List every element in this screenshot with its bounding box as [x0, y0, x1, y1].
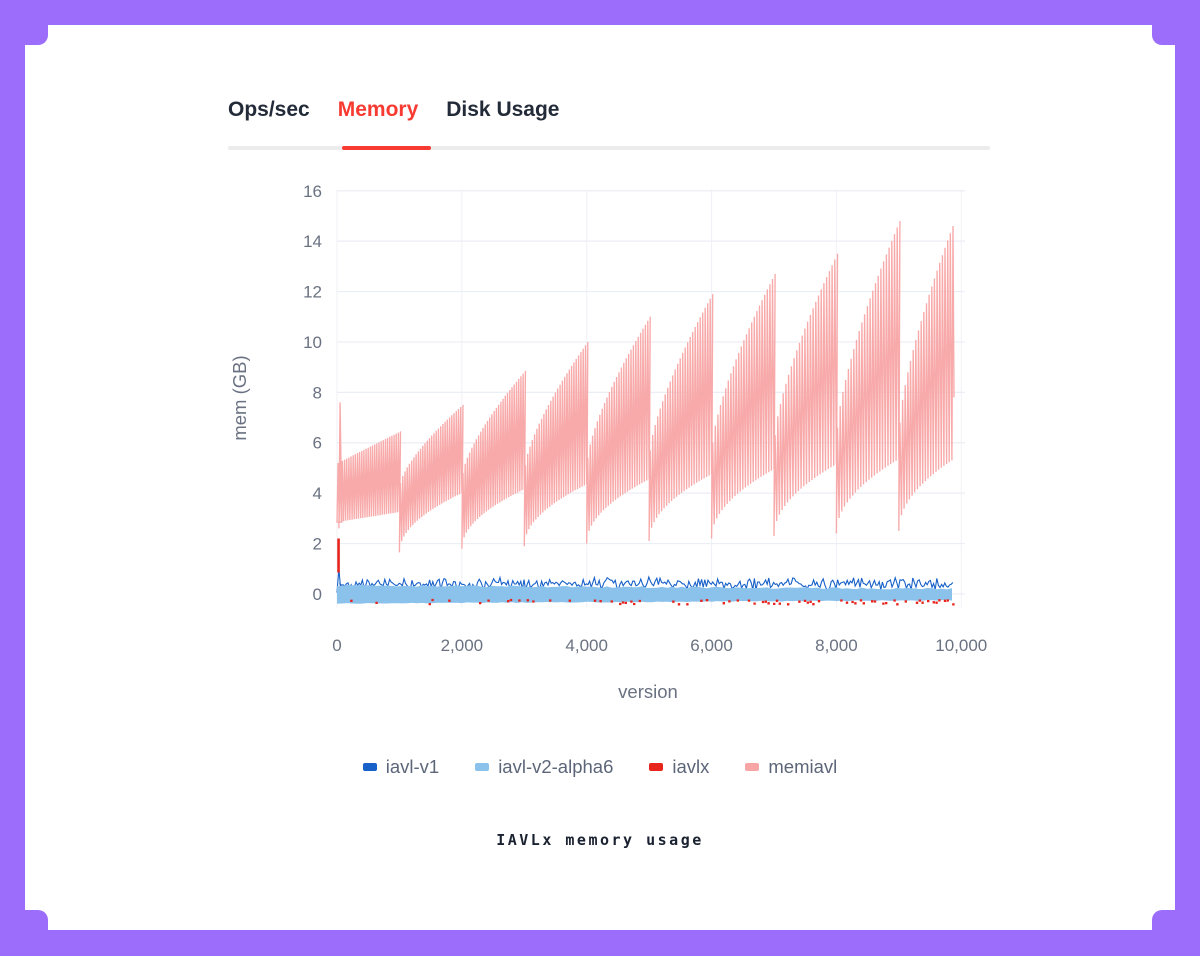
- svg-text:2,000: 2,000: [441, 636, 484, 655]
- svg-text:0: 0: [313, 585, 322, 604]
- corner-notch-top-right: [1152, 25, 1175, 45]
- svg-text:mem (GB): mem (GB): [229, 355, 250, 440]
- chart-caption: IAVLx memory usage: [496, 831, 704, 849]
- legend-label: iavl-v1: [385, 756, 440, 777]
- legend-item-memiavl[interactable]: memiavl: [745, 756, 837, 778]
- svg-text:version: version: [618, 681, 678, 702]
- svg-text:4: 4: [313, 484, 322, 503]
- svg-text:2: 2: [313, 535, 322, 554]
- tab-disk-usage[interactable]: Disk Usage: [446, 98, 560, 121]
- corner-notch-bottom-right: [1152, 910, 1175, 930]
- legend-item-iavl-v2-alpha6[interactable]: iavl-v2-alpha6: [475, 756, 613, 778]
- corner-notch-top-left: [25, 25, 48, 45]
- legend-label: iavl-v2-alpha6: [498, 756, 614, 777]
- legend-item-iavl-v1[interactable]: iavl-v1: [362, 756, 440, 778]
- svg-text:10,000: 10,000: [935, 636, 987, 655]
- tab-divider: [228, 146, 990, 150]
- svg-text:6: 6: [313, 434, 322, 453]
- corner-notch-bottom-left: [25, 910, 48, 930]
- iavl-v2-alpha6-swatch: [475, 763, 490, 771]
- tab-memory[interactable]: Memory: [337, 98, 419, 121]
- iavlx-swatch: [649, 763, 664, 771]
- svg-text:8: 8: [313, 383, 322, 402]
- iavl-v1-swatch: [362, 763, 377, 771]
- svg-text:0: 0: [332, 636, 341, 655]
- svg-text:8,000: 8,000: [815, 636, 858, 655]
- tab-bar: Ops/sec Memory Disk Usage: [228, 97, 990, 123]
- legend-label: iavlx: [672, 756, 710, 777]
- svg-text:6,000: 6,000: [690, 636, 733, 655]
- legend-item-iavlx[interactable]: iavlx: [649, 756, 709, 778]
- svg-text:14: 14: [303, 232, 322, 251]
- svg-text:10: 10: [303, 333, 322, 352]
- active-tab-underline: [342, 145, 431, 150]
- svg-text:16: 16: [303, 182, 322, 201]
- tab-ops-sec[interactable]: Ops/sec: [228, 98, 310, 121]
- memiavl-swatch: [745, 763, 760, 771]
- svg-text:12: 12: [303, 283, 322, 302]
- svg-text:4,000: 4,000: [565, 636, 608, 655]
- memory-usage-chart: 0 2 4 6 8 10 12 14 16 0 2,000 4,000 6,000 8,000 10,000…: [229, 182, 987, 702]
- legend-label: memiavl: [768, 756, 838, 777]
- chart-legend: iavl-v1 iavl-v2-alpha6 iavlx memiavl: [25, 756, 1175, 778]
